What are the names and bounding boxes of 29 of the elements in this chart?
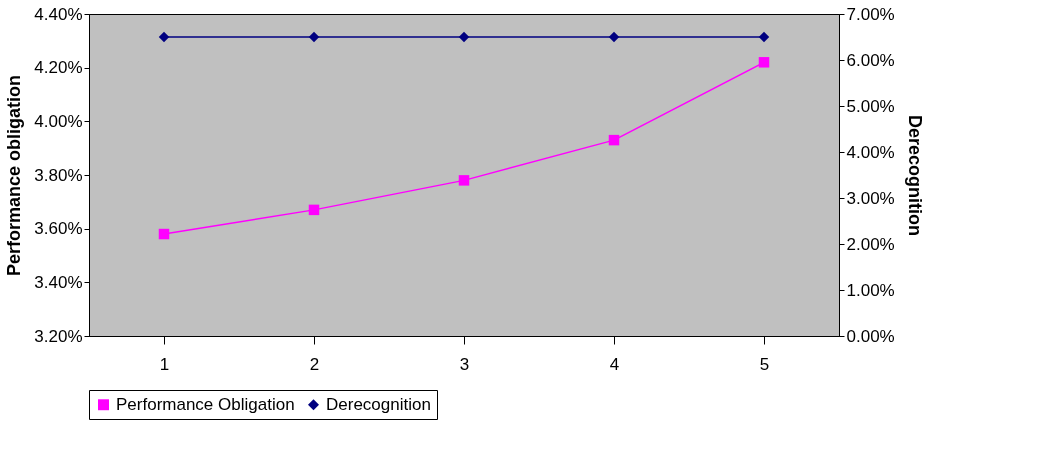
y-axis-title: Performance obligation [4, 74, 25, 277]
y-tick-label: 4.40% [34, 4, 83, 24]
y-tick-label: 3.80% [34, 165, 83, 185]
x-tick-label: 1 [159, 354, 170, 374]
y2-tick-label: 3.00% [846, 188, 895, 208]
y2-tick-label: 2.00% [846, 234, 895, 254]
y-tick-label: 3.40% [34, 272, 83, 292]
y-tick-label: 3.60% [34, 219, 83, 239]
y-tick-label: 4.20% [34, 58, 83, 78]
legend-label: Derecognition [326, 394, 431, 414]
point [458, 175, 470, 186]
legend-label: Performance Obligation [116, 394, 295, 414]
point [608, 134, 620, 146]
y2-tick-label: 7.00% [846, 4, 895, 24]
y2-tick-label: 4.00% [846, 142, 895, 162]
x-tick-label: 4 [609, 354, 620, 374]
y2-tick-label: 1.00% [846, 280, 895, 300]
point [758, 57, 770, 68]
y2-tick-label: 6.00% [846, 50, 895, 70]
point [308, 204, 320, 216]
point [158, 228, 170, 240]
y2-axis-title: Derecognition [904, 114, 925, 237]
x-tick-label: 3 [459, 354, 470, 374]
y2-tick-label: 5.00% [846, 96, 895, 116]
x-tick-label: 2 [309, 354, 320, 374]
y-tick-label: 4.00% [34, 111, 83, 131]
y2-tick-label: 0.00% [846, 326, 895, 346]
y-tick-label: 3.20% [34, 326, 83, 346]
x-tick-label: 5 [759, 354, 770, 374]
